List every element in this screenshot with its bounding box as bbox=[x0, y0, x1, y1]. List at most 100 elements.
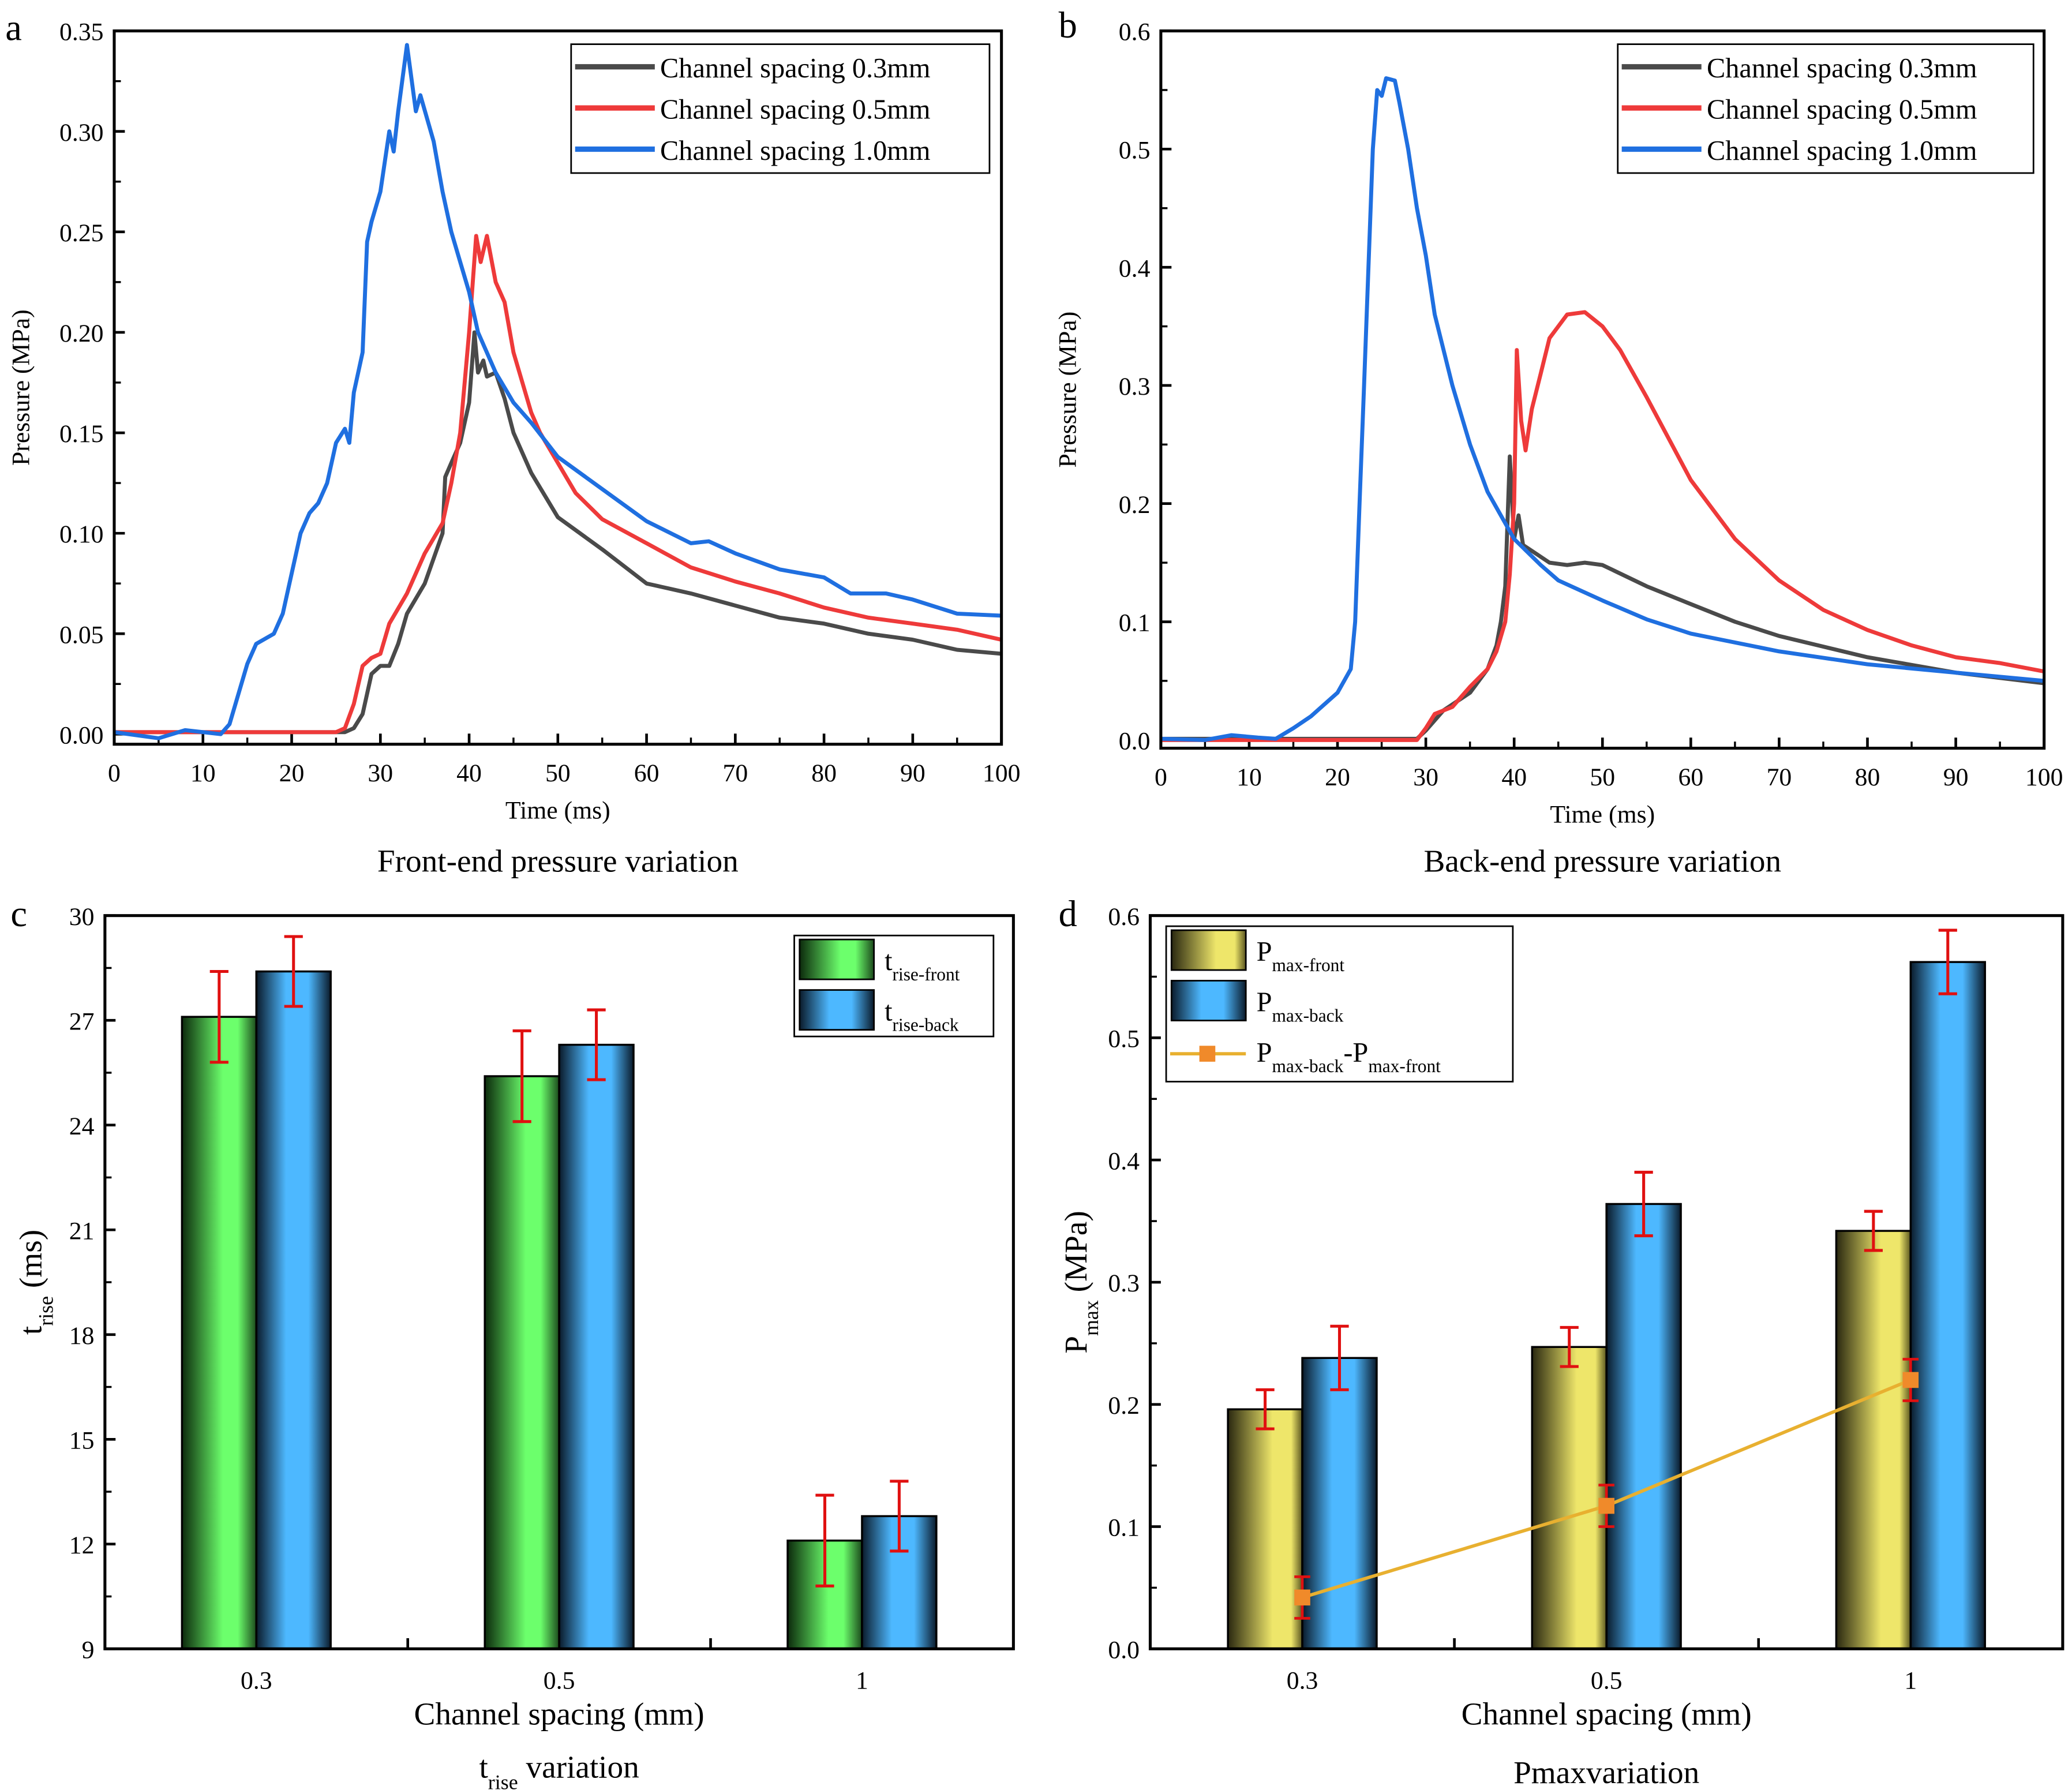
x-tick-label: 0.5 bbox=[1591, 1667, 1623, 1694]
x-tick-label: 90 bbox=[1943, 763, 1969, 791]
y-tick-label: 18 bbox=[69, 1322, 95, 1350]
legend-swatch bbox=[1170, 980, 1247, 1021]
y-tick-label: 0.0 bbox=[1108, 1636, 1140, 1664]
x-tick-label: 0 bbox=[108, 759, 121, 787]
y-tick-label: 0.20 bbox=[59, 320, 104, 347]
bar-series-2 bbox=[1301, 1357, 1378, 1650]
x-tick-label: 80 bbox=[811, 759, 837, 787]
error-bar bbox=[1634, 1170, 1653, 1238]
difference-marker bbox=[1902, 1372, 1919, 1388]
y-tick-label: 24 bbox=[69, 1113, 95, 1140]
panel-caption: Pmaxvariation bbox=[1513, 1755, 1699, 1790]
error-bar bbox=[284, 935, 303, 1008]
legend-label-sub: rise-back bbox=[893, 1014, 959, 1035]
plot-frame bbox=[103, 914, 1015, 1650]
x-tick-label: 10 bbox=[190, 759, 216, 787]
y-tick-label: 0.6 bbox=[1119, 18, 1151, 46]
chart-panel-d: 0.00.10.20.30.40.50.60.3 0.5 1Pmax-frontPm… bbox=[1058, 903, 2064, 1790]
panel-caption-rest: variation bbox=[518, 1750, 639, 1785]
x-tick-label: 60 bbox=[1678, 763, 1703, 791]
y-tick-label: 30 bbox=[69, 903, 95, 931]
legend-label: trise-back bbox=[885, 997, 959, 1035]
error-bar bbox=[1560, 1325, 1579, 1368]
x-tick-label: 30 bbox=[1413, 763, 1438, 791]
plot-frame bbox=[113, 29, 1003, 746]
x-tick-label: 0 bbox=[1155, 763, 1167, 791]
panel-caption: trise variation bbox=[479, 1750, 639, 1790]
legend-label: Channel spacing 0.3mm bbox=[660, 53, 930, 84]
legend: Channel spacing 0.3mm Channel spacing 0.5… bbox=[1617, 43, 2034, 174]
x-tick-label: 50 bbox=[1590, 763, 1615, 791]
x-axis-label: Channel spacing (mm) bbox=[1462, 1697, 1752, 1732]
legend-swatch-marker bbox=[1199, 1046, 1216, 1062]
error-bar bbox=[209, 969, 228, 1064]
x-tick-label: 30 bbox=[368, 759, 393, 787]
legend-label: Pmax-back-Pmax-front bbox=[1257, 1038, 1441, 1076]
panel-caption: Back-end pressure variation bbox=[1423, 844, 1781, 879]
error-bar bbox=[1938, 928, 1957, 995]
bar-series-1 bbox=[181, 1016, 257, 1650]
panel-letter-d: d bbox=[1059, 893, 1077, 934]
y-tick-label: 21 bbox=[69, 1217, 95, 1245]
y-tick-label: 0.2 bbox=[1119, 491, 1151, 519]
legend-label-main: t bbox=[885, 946, 893, 976]
legend-label-main: P bbox=[1257, 1038, 1272, 1068]
plot-frame bbox=[1159, 29, 2046, 750]
y-tick-label: 15 bbox=[69, 1426, 95, 1454]
legend-label-mid: -P bbox=[1343, 1038, 1368, 1068]
legend-label-sub2: max-front bbox=[1368, 1055, 1441, 1076]
y-axis-label-main: t bbox=[13, 1325, 48, 1335]
legend-label-sub: max-back bbox=[1272, 1055, 1344, 1076]
x-tick-label: 70 bbox=[1767, 763, 1792, 791]
y-tick-label: 0.00 bbox=[59, 721, 104, 749]
x-tick-label: 0.3 bbox=[1287, 1667, 1318, 1694]
error-bar bbox=[587, 1008, 606, 1081]
x-tick-label: 70 bbox=[722, 759, 748, 787]
legend-label-sub: max-back bbox=[1272, 1005, 1344, 1025]
panel-caption-sub: rise bbox=[488, 1771, 518, 1790]
y-tick-label: 0.15 bbox=[59, 420, 104, 448]
bar-series-2 bbox=[255, 970, 332, 1650]
legend-label-main: P bbox=[1257, 937, 1272, 967]
series-line-1 bbox=[1160, 454, 2045, 741]
bar-series-2 bbox=[1605, 1203, 1682, 1650]
panel-caption-main: t bbox=[479, 1750, 488, 1785]
x-tick-label: 20 bbox=[279, 759, 305, 787]
x-tick-label: 0.3 bbox=[241, 1667, 272, 1694]
series-line-1 bbox=[114, 330, 1002, 735]
error-bar bbox=[1256, 1388, 1275, 1430]
difference-marker bbox=[1598, 1497, 1614, 1514]
y-tick-label: 0.30 bbox=[59, 119, 104, 147]
x-tick-label: 40 bbox=[456, 759, 482, 787]
legend-label: Channel spacing 0.5mm bbox=[660, 95, 930, 125]
x-tick-label: 90 bbox=[900, 759, 926, 787]
legend-label-main: t bbox=[885, 997, 893, 1027]
legend-label: Channel spacing 1.0mm bbox=[660, 136, 930, 166]
legend-label: Channel spacing 0.5mm bbox=[1707, 95, 1977, 125]
y-axis-label: Pressure (MPa) bbox=[1054, 312, 1082, 468]
panel-letter-c: c bbox=[10, 893, 27, 934]
y-tick-label: 0.3 bbox=[1119, 373, 1151, 400]
x-tick-label: 0.5 bbox=[544, 1667, 575, 1694]
y-axis-label: Pmax (MPa) bbox=[1058, 1211, 1103, 1354]
y-axis-label: Pressure (MPa) bbox=[8, 309, 35, 466]
plot-frame bbox=[1148, 914, 2064, 1650]
legend-swatch bbox=[799, 989, 875, 1031]
bar-series-1 bbox=[1835, 1230, 1912, 1650]
y-tick-label: 0.3 bbox=[1108, 1270, 1140, 1297]
x-tick-label: 1 bbox=[1904, 1667, 1917, 1694]
legend-label-main: P bbox=[1257, 987, 1272, 1017]
bar-series-1 bbox=[1531, 1346, 1608, 1650]
y-axis-label-rest: (ms) bbox=[13, 1230, 48, 1296]
bar-series-2 bbox=[558, 1043, 635, 1650]
y-tick-label: 0.05 bbox=[59, 621, 104, 649]
bar-series-1 bbox=[1227, 1408, 1303, 1650]
error-bar bbox=[1330, 1324, 1349, 1391]
y-tick-label: 0.4 bbox=[1119, 254, 1151, 282]
x-tick-label: 40 bbox=[1501, 763, 1527, 791]
chart-panel-a: 0.00 0.05 0.10 0.15 0.20 0.25 0.30 0.35 0 10 20 30 4… bbox=[8, 18, 1021, 879]
x-tick-label: 80 bbox=[1855, 763, 1880, 791]
legend-label: Channel spacing 1.0mm bbox=[1707, 136, 1977, 166]
y-tick-label: 0.5 bbox=[1108, 1025, 1140, 1053]
